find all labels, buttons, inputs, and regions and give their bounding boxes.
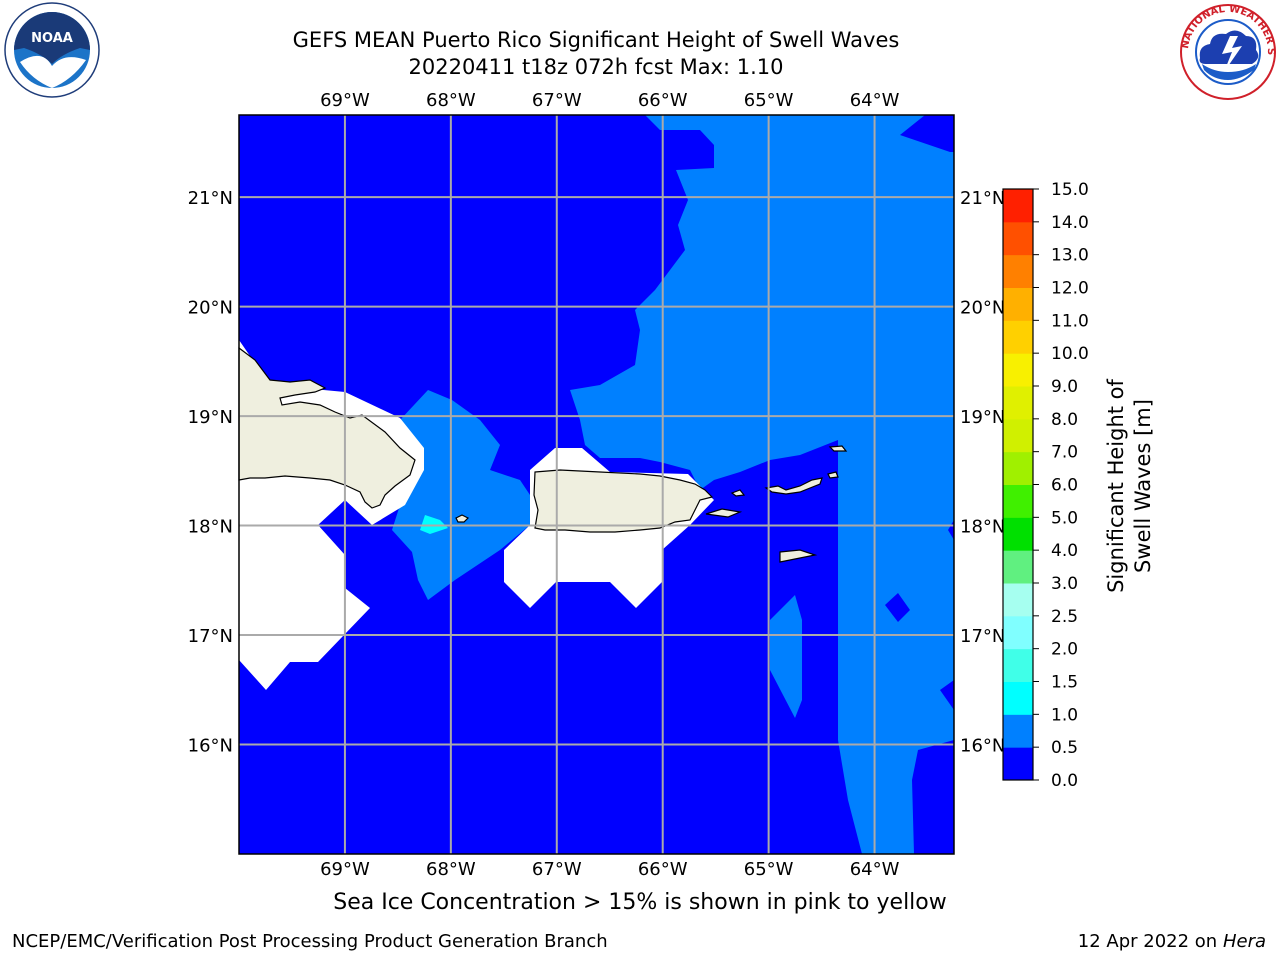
noaa-logo: NOAA bbox=[4, 2, 100, 98]
colorbar-tick-label: 4.0 bbox=[1051, 541, 1078, 561]
colorbar-bin bbox=[1003, 287, 1033, 321]
colorbar: 0.0 0.5 1.0 1.5 2.0 2.5 3.0 4.0 5.0 6.0 7.0 8.0 9.0 1… bbox=[1002, 180, 1155, 791]
lat-tick-label: 16°N bbox=[960, 736, 1005, 757]
machine-name: Hera bbox=[1222, 931, 1266, 952]
colorbar-tick-label: 9.0 bbox=[1051, 377, 1078, 397]
land-st-croix bbox=[779, 549, 818, 563]
colorbar-bin bbox=[1003, 418, 1033, 453]
colorbar-bin bbox=[1003, 386, 1033, 420]
lon-labels-bottom: 69°W 68°W 67°W 66°W 65°W 64°W bbox=[320, 859, 900, 880]
colorbar-tick-label: 1.5 bbox=[1051, 673, 1078, 693]
colorbar-bin bbox=[1003, 648, 1033, 682]
lat-tick-label: 20°N bbox=[188, 298, 233, 319]
lon-tick-label: 66°W bbox=[638, 90, 688, 111]
lon-tick-label: 69°W bbox=[320, 90, 370, 111]
colorbar-tick-label: 3.0 bbox=[1051, 574, 1078, 594]
lon-tick-label: 67°W bbox=[532, 90, 582, 111]
gridlines bbox=[239, 115, 954, 854]
colorbar-bin bbox=[1003, 714, 1033, 748]
colorbar-bin bbox=[1003, 550, 1033, 584]
land-hispaniola bbox=[238, 346, 416, 509]
colorbar-ticks: 0.0 0.5 1.0 1.5 2.0 2.5 3.0 4.0 5.0 6.0 7.0 8.0 9.0 1… bbox=[1033, 180, 1089, 791]
sea-ice-note: Sea Ice Concentration > 15% is shown in … bbox=[333, 890, 947, 915]
swell-region-moderate bbox=[570, 115, 954, 854]
map-frame bbox=[238, 114, 955, 855]
lat-tick-label: 21°N bbox=[960, 188, 1005, 209]
colorbar-tick-label: 0.5 bbox=[1051, 738, 1078, 758]
lat-tick-label: 18°N bbox=[188, 517, 233, 538]
colorbar-bin bbox=[1003, 254, 1033, 288]
colorbar-bin bbox=[1003, 517, 1033, 551]
lat-tick-label: 20°N bbox=[960, 298, 1005, 319]
lat-tick-label: 16°N bbox=[188, 736, 233, 757]
swell-region-high-spot bbox=[420, 515, 448, 534]
colorbar-tick-label: 2.5 bbox=[1051, 607, 1078, 627]
colorbar-bin bbox=[1003, 747, 1033, 781]
lat-tick-label: 17°N bbox=[188, 626, 233, 647]
lon-tick-label: 64°W bbox=[850, 859, 900, 880]
colorbar-tick-label: 8.0 bbox=[1051, 410, 1078, 430]
colorbar-label-line2: Swell Waves [m] bbox=[1131, 399, 1155, 573]
colorbar-tick-label: 10.0 bbox=[1051, 344, 1089, 364]
colorbar-bin bbox=[1003, 484, 1033, 518]
colorbar-bins bbox=[1003, 189, 1033, 781]
colorbar-tick-label: 11.0 bbox=[1051, 311, 1089, 331]
lat-tick-label: 17°N bbox=[960, 626, 1005, 647]
swell-region-moderate-west bbox=[392, 390, 530, 600]
colorbar-bin bbox=[1003, 451, 1033, 485]
lat-tick-label: 18°N bbox=[960, 517, 1005, 538]
land-culebra bbox=[730, 489, 746, 497]
map-panel: 69°W 68°W 67°W 66°W 65°W 64°W 69°W 68°W 67°W 66°… bbox=[188, 90, 1006, 880]
lat-tick-label: 21°N bbox=[188, 188, 233, 209]
colorbar-tick-label: 5.0 bbox=[1051, 508, 1078, 528]
lon-tick-label: 65°W bbox=[744, 859, 794, 880]
noaa-logo-text: NOAA bbox=[31, 31, 73, 46]
colorbar-label-line1: Significant Height of bbox=[1104, 378, 1128, 592]
lon-tick-label: 68°W bbox=[426, 859, 476, 880]
colorbar-bin bbox=[1003, 681, 1033, 715]
colorbar-bin bbox=[1003, 353, 1033, 387]
lat-labels-left: 16°N 17°N 18°N 19°N 20°N 21°N bbox=[188, 188, 233, 756]
colorbar-bin bbox=[1003, 189, 1033, 223]
colorbar-bin bbox=[1003, 615, 1033, 650]
date-stamp: 12 Apr 2022 on Hera bbox=[1078, 931, 1266, 952]
colorbar-tick-label: 0.0 bbox=[1051, 771, 1078, 791]
colorbar-tick-label: 13.0 bbox=[1051, 246, 1089, 266]
lon-tick-label: 68°W bbox=[426, 90, 476, 111]
colorbar-tick-label: 1.0 bbox=[1051, 705, 1078, 725]
colorbar-tick-label: 14.0 bbox=[1051, 213, 1089, 233]
colorbar-bin bbox=[1003, 583, 1033, 617]
land-anegada bbox=[828, 445, 848, 452]
colorbar-tick-label: 7.0 bbox=[1051, 443, 1078, 463]
lon-tick-label: 65°W bbox=[744, 90, 794, 111]
lon-labels-top: 69°W 68°W 67°W 66°W 65°W 64°W bbox=[320, 90, 900, 111]
colorbar-tick-label: 12.0 bbox=[1051, 279, 1089, 299]
swell-region-moderate-corner bbox=[938, 810, 954, 854]
nws-logo: NATIONAL WEATHER SERVICE bbox=[1178, 2, 1276, 100]
lon-tick-label: 66°W bbox=[638, 859, 688, 880]
swell-region-moderate-south bbox=[770, 595, 802, 718]
figure-subtitle: 20220411 t18z 072h fcst Max: 1.10 bbox=[408, 55, 784, 79]
colorbar-tick-label: 2.0 bbox=[1051, 640, 1078, 660]
figure-title: GEFS MEAN Puerto Rico Significant Height… bbox=[292, 28, 900, 52]
land-puerto-rico bbox=[533, 469, 714, 533]
land-mona-island bbox=[455, 514, 470, 523]
colorbar-bin bbox=[1003, 221, 1033, 256]
colorbar-tick-label: 15.0 bbox=[1051, 180, 1089, 200]
credit-text: NCEP/EMC/Verification Post Processing Pr… bbox=[12, 931, 608, 952]
swell-region-moderate-east bbox=[885, 593, 910, 622]
lon-tick-label: 69°W bbox=[320, 859, 370, 880]
lon-tick-label: 67°W bbox=[532, 859, 582, 880]
lat-tick-label: 19°N bbox=[188, 407, 233, 428]
date-text: 12 Apr 2022 on bbox=[1077, 931, 1223, 952]
lat-labels-right: 16°N 17°N 18°N 19°N 20°N 21°N bbox=[960, 188, 1005, 756]
colorbar-bin bbox=[1003, 320, 1033, 354]
land-virgin-islands-north bbox=[764, 477, 823, 495]
land-vieques bbox=[705, 508, 743, 518]
lat-tick-label: 19°N bbox=[960, 407, 1005, 428]
land-islet-east bbox=[827, 471, 839, 479]
lon-tick-label: 64°W bbox=[850, 90, 900, 111]
colorbar-tick-label: 6.0 bbox=[1051, 476, 1078, 496]
